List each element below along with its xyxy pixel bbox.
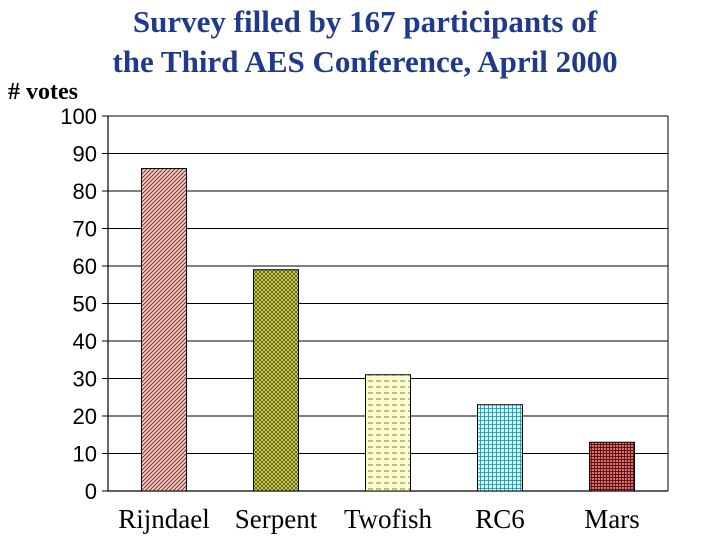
bar-rijndael xyxy=(141,168,187,492)
x-category-label: RC6 xyxy=(475,504,525,534)
bar-serpent xyxy=(253,269,299,492)
y-tick-label: 50 xyxy=(73,292,97,317)
x-category-label: Rijndael xyxy=(118,504,209,534)
plot-area: 0 10 20 30 40 50 60 70 80 90 100 Rijndael Serpent Two… xyxy=(60,104,669,534)
y-tick-label: 10 xyxy=(73,442,97,467)
y-tick-label: 80 xyxy=(73,179,97,204)
y-axis-label: # votes xyxy=(8,79,78,105)
x-category-label: Twofish xyxy=(344,504,433,534)
y-tick-label: 90 xyxy=(73,142,97,167)
bar-twofish xyxy=(365,374,411,492)
chart-title: Survey filled by 167 participants of xyxy=(133,4,598,39)
y-tick-label: 70 xyxy=(73,217,97,242)
y-tick-label: 30 xyxy=(73,367,97,392)
bar-rc6 xyxy=(477,404,523,492)
y-tick-label: 40 xyxy=(73,329,97,354)
bar-mars xyxy=(589,441,635,492)
x-category-label: Mars xyxy=(584,504,640,534)
y-tick-label: 0 xyxy=(85,479,97,504)
y-tick-label: 60 xyxy=(73,254,97,279)
chart-subtitle: the Third AES Conference, April 2000 xyxy=(112,44,617,79)
x-category-label: Serpent xyxy=(235,504,318,534)
y-tick-label: 100 xyxy=(60,104,97,129)
y-tick-label: 20 xyxy=(73,404,97,429)
